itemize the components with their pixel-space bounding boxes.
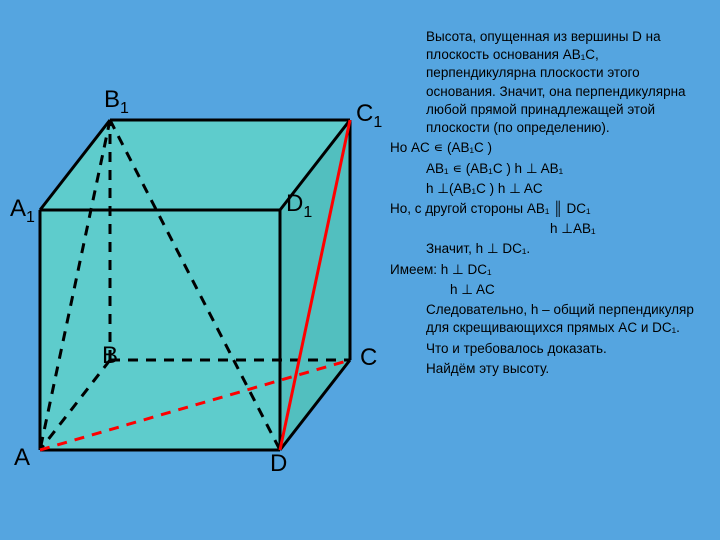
para-4: h ⊥(AB₁C ) h ⊥ AC (390, 180, 710, 198)
para-6: h ⊥AB₁ (390, 220, 710, 238)
cube-svg (20, 60, 380, 480)
label-D: D (270, 450, 287, 478)
front-face (40, 210, 280, 450)
para-9: h ⊥ AC (390, 281, 710, 299)
label-C1: C1 (356, 100, 382, 132)
para-7: Значит, h ⊥ DC₁. (390, 240, 710, 258)
para-8: Имеем: h ⊥ DC₁ (390, 261, 710, 279)
label-A: A (14, 444, 30, 472)
proof-text: Высота, опущенная из вершины D на плоско… (390, 28, 710, 380)
para-11: Что и требовалось доказать. (390, 340, 710, 358)
label-B1: B1 (104, 86, 129, 118)
para-3: AB₁ ∊ (AB₁C ) h ⊥ AB₁ (390, 160, 710, 178)
label-D1: D1 (286, 190, 312, 222)
cube-diagram: B1 C1 A1 D1 B C A D (20, 60, 380, 480)
para-5: Но, с другой стороны AB₁ ║ DC₁ (390, 200, 710, 218)
label-C: C (360, 344, 377, 372)
para-10: Следовательно, h – общий перпендикуляр д… (390, 301, 710, 337)
label-A1: A1 (10, 195, 35, 227)
para-12: Найдём эту высоту. (390, 360, 710, 378)
para-1: Высота, опущенная из вершины D на плоско… (390, 28, 710, 137)
label-B: B (102, 342, 118, 370)
para-2: Но AC ∊ (AB₁C ) (390, 139, 710, 157)
